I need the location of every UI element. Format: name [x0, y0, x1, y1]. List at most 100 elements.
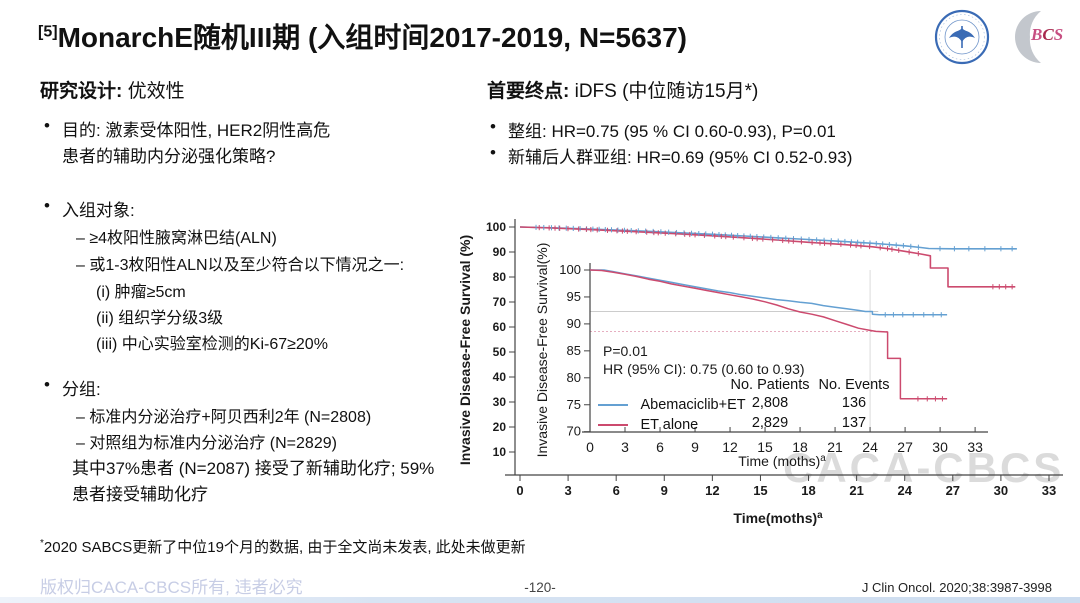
x-axis-title: Time (moths)a — [738, 453, 826, 469]
x-tick-label: 15 — [753, 483, 767, 498]
endpoint-heading: 首要终点: iDFS (中位随访15月*) — [487, 76, 758, 103]
x-tick-label: 0 — [586, 439, 594, 455]
bottom-accent-strip — [0, 597, 1080, 603]
page-title: [5]MonarchE随机III期 (入组时间2017-2019, N=5637… — [38, 16, 687, 56]
cbcs-letter-s: S — [1053, 25, 1064, 44]
enrollment-criterion-ii: (ii) 组织学分级3级 — [96, 310, 224, 327]
legend-swatch-et-alone — [598, 423, 628, 426]
legend-swatch-abemaciclib — [598, 403, 628, 406]
objective-line-2: 患者的辅助内分泌强化策略? — [62, 147, 276, 166]
footnote-marker: * — [40, 538, 44, 549]
x-tick-label: 3 — [564, 483, 571, 498]
x-axis-title: Time(moths)a — [733, 510, 823, 526]
endpoint-heading-value: iDFS (中位随访15月*) — [574, 81, 759, 102]
y-tick-label: 85 — [567, 343, 581, 358]
x-tick-label: 12 — [722, 439, 738, 455]
x-tick-label: 3 — [621, 439, 629, 455]
cbcs-logo-text: BCS — [1031, 25, 1063, 45]
x-tick-label: 6 — [656, 439, 664, 455]
group-arm-1: – 标准内分泌治疗+阿贝西利2年 (N=2808) — [76, 409, 372, 426]
enrollment-item-1: – ≥4枚阳性腋窝淋巴结(ALN) — [76, 230, 277, 247]
legend-row-abemaciclib: Abemaciclib+ET — [598, 396, 746, 414]
caca-logo — [934, 9, 990, 65]
enrollment-heading: 入组对象: — [44, 196, 135, 221]
group-note-line-2: 患者接受辅助化疗 — [72, 485, 208, 504]
y-tick-label: 20 — [493, 420, 507, 434]
footnote: *2020 SABCS更新了中位19个月的数据, 由于全文尚未发表, 此处未做更… — [40, 536, 526, 557]
x-tick-label: 24 — [897, 483, 912, 498]
curve-et-alone — [589, 269, 948, 400]
x-tick-label: 24 — [862, 439, 878, 455]
y-tick-label: 80 — [493, 270, 507, 284]
x-tick-label: 30 — [994, 483, 1008, 498]
endpoint-bullet-subgroup: 新辅后人群亚组: HR=0.69 (95% CI 0.52-0.93) — [490, 143, 852, 168]
y-axis-title: Invasive Disease-Free Survival(%) — [534, 243, 550, 458]
page-number: -120- — [524, 580, 556, 595]
legend-col-events: No. Events — [818, 377, 890, 393]
y-axis-title: Invasive Disease-Free Survival (%) — [457, 235, 473, 465]
endpoint-heading-label: 首要终点: — [487, 81, 570, 102]
citation: J Clin Oncol. 2020;38:3987-3998 — [861, 580, 1052, 595]
x-tick-label: 21 — [827, 439, 843, 455]
hr-annotation: HR (95% CI): 0.75 (0.60 to 0.93) — [603, 361, 805, 377]
y-tick-label: 80 — [567, 370, 581, 385]
cbcs-letter-b: B — [1031, 25, 1043, 44]
x-tick-label: 27 — [946, 483, 960, 498]
cbcs-logo — [1015, 11, 1041, 63]
grouping-heading: 分组: — [44, 375, 101, 400]
group-note-line-1: 其中37%患者 (N=2087) 接受了新辅助化疗; 59% — [72, 459, 435, 478]
study-design-heading-label: 研究设计: — [40, 81, 123, 102]
legend-patients-et-alone: 2,829 — [751, 415, 789, 431]
x-tick-label: 12 — [705, 483, 719, 498]
y-tick-label: 95 — [567, 289, 581, 304]
copyright-notice: 版权归CACA-CBCS所有, 违者必究 — [40, 578, 303, 597]
x-tick-label: 30 — [932, 439, 948, 455]
x-tick-label: 9 — [661, 483, 668, 498]
x-tick-label: 18 — [792, 439, 808, 455]
study-design-heading: 研究设计: 优效性 — [40, 76, 185, 103]
x-tick-label: 0 — [516, 483, 523, 498]
enrollment-criterion-iii: (iii) 中心实验室检测的Ki-67≥20% — [96, 336, 328, 353]
y-tick-label: 30 — [493, 395, 507, 409]
y-tick-label: 75 — [567, 397, 581, 412]
x-tick-label: 33 — [1042, 483, 1056, 498]
footnote-text: 2020 SABCS更新了中位19个月的数据, 由于全文尚未发表, 此处未做更新 — [43, 539, 526, 556]
p-value-annotation: P=0.01 — [603, 343, 648, 359]
enrollment-criterion-i: (i) 肿瘤≥5cm — [96, 284, 186, 301]
x-tick-label: 33 — [967, 439, 983, 455]
legend-events-et-alone: 137 — [841, 415, 867, 431]
enrollment-item-2: – 或1-3枚阳性ALN以及至少符合以下情况之一: — [76, 257, 405, 274]
y-tick-label: 70 — [567, 424, 581, 439]
x-tick-label: 9 — [691, 439, 699, 455]
group-arm-2: – 对照组为标准内分泌治疗 (N=2829) — [76, 435, 337, 452]
y-tick-label: 40 — [493, 370, 507, 384]
y-tick-label: 100 — [486, 220, 506, 234]
title-reference-number: [5] — [38, 23, 58, 41]
x-tick-label: 18 — [801, 483, 815, 498]
watermark: CACA-CBCS — [783, 444, 1065, 491]
curve-abemaciclib-et — [590, 269, 948, 316]
legend-patients-abemaciclib: 2,808 — [751, 395, 789, 411]
y-tick-label: 10 — [493, 445, 507, 459]
y-tick-label: 60 — [493, 320, 507, 334]
y-tick-label: 70 — [493, 295, 507, 309]
title-text: MonarchE随机III期 (入组时间2017-2019, N=5637) — [57, 22, 688, 53]
x-tick-label: 15 — [757, 439, 773, 455]
y-tick-label: 90 — [567, 316, 581, 331]
study-design-heading-value: 优效性 — [127, 81, 185, 102]
legend-name-et-alone: ET alone — [640, 417, 699, 433]
y-tick-label: 50 — [493, 345, 507, 359]
endpoint-bullet-overall: 整组: HR=0.75 (95 % CI 0.60-0.93), P=0.01 — [490, 117, 836, 142]
y-tick-label: 100 — [559, 262, 581, 277]
curve-et-alone — [519, 226, 1016, 288]
objective-line-1: 目的: 激素受体阳性, HER2阴性高危 — [44, 116, 330, 141]
cbcs-letter-c: C — [1042, 25, 1054, 44]
x-tick-label: 21 — [849, 483, 863, 498]
y-tick-label: 90 — [493, 245, 507, 259]
legend-name-abemaciclib: Abemaciclib+ET — [640, 397, 746, 413]
x-tick-label: 6 — [613, 483, 620, 498]
x-tick-label: 27 — [897, 439, 913, 455]
legend-col-patients: No. Patients — [730, 377, 810, 393]
